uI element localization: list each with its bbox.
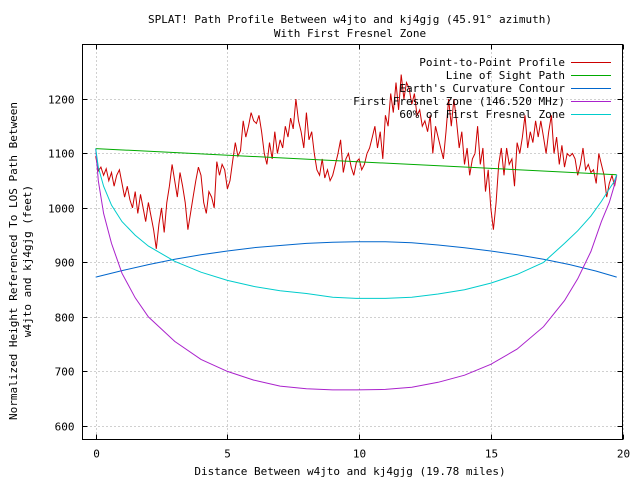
chart-title-line1: SPLAT! Path Profile Between w4jto and kj… xyxy=(148,13,552,26)
plot-frame xyxy=(82,44,623,440)
legend-label: Line of Sight Path xyxy=(446,69,565,82)
legend-label: Point-to-Point Profile xyxy=(419,56,565,69)
x-tick-label: 10 xyxy=(353,448,366,461)
y-tick-label: 1200 xyxy=(48,94,75,107)
x-tick-label: 0 xyxy=(93,448,100,461)
y-tick-label: 700 xyxy=(55,366,75,379)
legend-label: Earth's Curvature Contour xyxy=(399,82,565,95)
y-tick-label: 1100 xyxy=(48,148,75,161)
y-axis-label-line2: w4jto and kj4gjg (feet) xyxy=(21,185,34,337)
y-tick-label: 800 xyxy=(55,312,75,325)
x-axis-label: Distance Between w4jto and kj4gjg (19.78… xyxy=(194,465,505,478)
x-tick-label: 20 xyxy=(617,448,630,461)
series-line-60-of-first-fresnel-zone xyxy=(95,148,618,299)
y-tick-label: 600 xyxy=(55,421,75,434)
x-tick-label: 5 xyxy=(224,448,231,461)
series-line-first-fresnel-zone-146-520-mhz xyxy=(95,148,618,391)
series-line-earth-s-curvature-contour xyxy=(95,241,617,278)
legend-label: 60% of First Fresnel Zone xyxy=(399,108,565,121)
series-lines xyxy=(95,74,618,391)
chart-title-line2: With First Fresnel Zone xyxy=(274,27,426,40)
x-tick-label: 15 xyxy=(485,448,498,461)
series-line-line-of-sight-path xyxy=(95,148,617,176)
y-axis-label-line1: Normalized Height Referenced To LOS Path… xyxy=(7,102,20,420)
y-tick-label: 1000 xyxy=(48,203,75,216)
legend-label: First Fresnel Zone (146.520 MHz) xyxy=(353,95,565,108)
axis-ticks: 0 5 10 15 20 600 700 800 900 1000 1100 1200 xyxy=(48,44,630,461)
y-tick-label: 900 xyxy=(55,257,75,270)
